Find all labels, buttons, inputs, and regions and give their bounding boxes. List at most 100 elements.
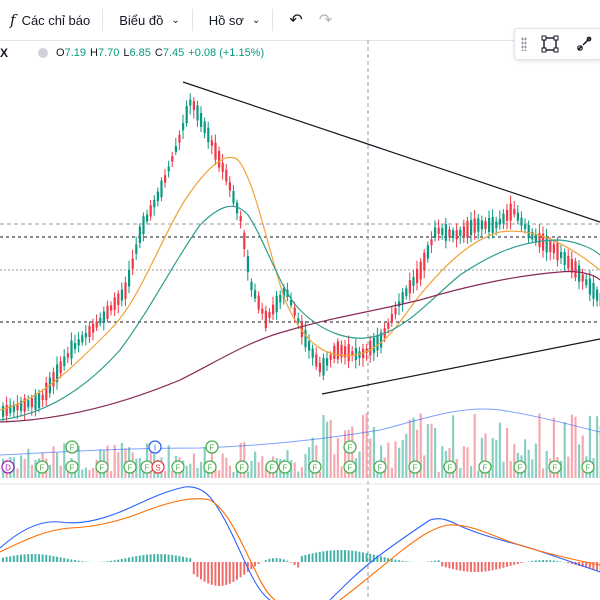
volume-bar [264, 467, 267, 478]
volume-bar [416, 429, 419, 478]
open-key: O [56, 47, 65, 59]
macd-histogram-bar [437, 560, 440, 562]
candle-body [221, 162, 224, 172]
event-marker-icon[interactable] [548, 460, 562, 474]
brush-icon[interactable] [573, 33, 595, 55]
candle-body [538, 232, 541, 248]
trendline-upper[interactable] [182, 81, 600, 223]
redo-button[interactable]: ↷ [313, 6, 338, 34]
event-marker-icon[interactable] [343, 460, 357, 474]
candle-body [81, 335, 84, 343]
volume-bar [344, 430, 347, 478]
event-marker-icon[interactable] [265, 460, 279, 474]
macd-histogram-bar [142, 555, 145, 562]
macd-histogram-bar [491, 562, 494, 571]
event-marker-icon[interactable] [443, 460, 457, 474]
volume-bar [214, 469, 217, 478]
event-marker-icon[interactable] [581, 460, 595, 474]
macd-histogram-bar [27, 554, 30, 562]
event-marker-icon[interactable] [408, 460, 422, 474]
ma-mid-line [0, 205, 600, 421]
visibility-dot-icon[interactable] [38, 48, 49, 58]
macd-histogram-bar [311, 553, 314, 562]
candle-body [412, 276, 415, 286]
profile-button[interactable]: Hồ sơ ⌄ [203, 6, 267, 34]
price-chart[interactable]: D F F F F F S F F F F F F F F F F F F F FF I F F [0, 40, 600, 600]
event-marker-icon[interactable] [35, 460, 49, 474]
event-marker-label: F [270, 464, 275, 473]
candle-body [365, 348, 368, 353]
undo-button[interactable]: ↶ [283, 6, 308, 34]
volume-bar [498, 422, 501, 478]
trendline-lower[interactable] [321, 338, 600, 395]
macd-histogram-bar [444, 562, 447, 568]
macd-histogram-bar [286, 560, 289, 562]
macd-histogram-bar [502, 562, 505, 568]
event-marker-icon[interactable] [478, 460, 492, 474]
event-marker-label: F [145, 464, 150, 473]
volume-bar [117, 452, 120, 478]
volume-bar [63, 443, 66, 478]
ma-volume-line [0, 408, 600, 456]
volume-bar [452, 415, 455, 478]
rectangle-select-icon[interactable] [539, 33, 561, 55]
event-marker-icon[interactable] [95, 460, 109, 474]
event-marker-icon[interactable] [148, 440, 162, 454]
event-marker-label: F [100, 464, 105, 473]
macd-histogram-bar [77, 560, 80, 562]
volume-bar [441, 446, 444, 478]
volume-bar [390, 467, 393, 478]
macd-histogram-bar [430, 561, 433, 562]
event-marker-label: F [313, 464, 318, 473]
indicators-button[interactable]: f Các chỉ báo [4, 6, 96, 34]
drag-handle-icon[interactable] [521, 37, 527, 51]
candle-body [9, 405, 12, 414]
candle-body [545, 236, 548, 253]
macd-histogram-bar [167, 554, 170, 562]
chart-type-button[interactable]: Biểu đồ ⌄ [113, 6, 185, 34]
event-marker-icon[interactable] [205, 440, 219, 454]
event-marker-icon[interactable] [278, 460, 292, 474]
candle-body [390, 314, 393, 323]
macd-histogram-bar [192, 562, 195, 575]
event-marker-icon[interactable] [203, 460, 217, 474]
macd-histogram-bar [383, 557, 386, 562]
event-marker-icon[interactable] [171, 460, 185, 474]
macd-histogram-bar [484, 562, 487, 572]
macd-histogram-bar [592, 562, 595, 570]
event-marker-icon[interactable] [123, 460, 137, 474]
volume-bar [246, 471, 249, 478]
candle-body [318, 362, 321, 373]
candle-body [491, 217, 494, 233]
event-marker-icon[interactable] [65, 440, 79, 454]
volume-bar [405, 433, 408, 478]
volume-bar [542, 468, 545, 478]
candle-body [20, 400, 23, 412]
ohlc-legend: X O 7.19 H 7.70 L 6.85 C 7.45 +0.08 (+1.15%) [0, 44, 264, 62]
event-marker-icon[interactable] [343, 440, 357, 454]
event-marker-icon[interactable] [65, 460, 79, 474]
candle-body [322, 357, 325, 376]
event-marker-icon[interactable] [1, 460, 15, 474]
volume-bar [250, 460, 253, 478]
macd-histogram-bar [308, 554, 310, 562]
event-marker-icon[interactable] [235, 460, 249, 474]
event-marker-icon[interactable] [308, 460, 322, 474]
candle-body [264, 310, 267, 329]
macd-histogram-bar [182, 556, 184, 562]
macd-histogram-bar [228, 562, 231, 584]
candle-body [480, 220, 483, 230]
event-marker-icon[interactable] [373, 460, 387, 474]
macd-histogram-bar [322, 551, 325, 562]
fx-icon: f [10, 11, 16, 29]
candle-body [250, 281, 253, 291]
macd-histogram-bar [372, 554, 375, 562]
event-marker-label: F [210, 444, 215, 453]
event-marker-icon[interactable] [151, 460, 165, 474]
volume-bar [88, 470, 91, 478]
macd-histogram-bar [552, 560, 555, 562]
candle-body [430, 239, 433, 246]
event-marker-icon[interactable] [513, 460, 527, 474]
candle-body [120, 289, 123, 301]
macd-histogram-bar [448, 562, 451, 569]
